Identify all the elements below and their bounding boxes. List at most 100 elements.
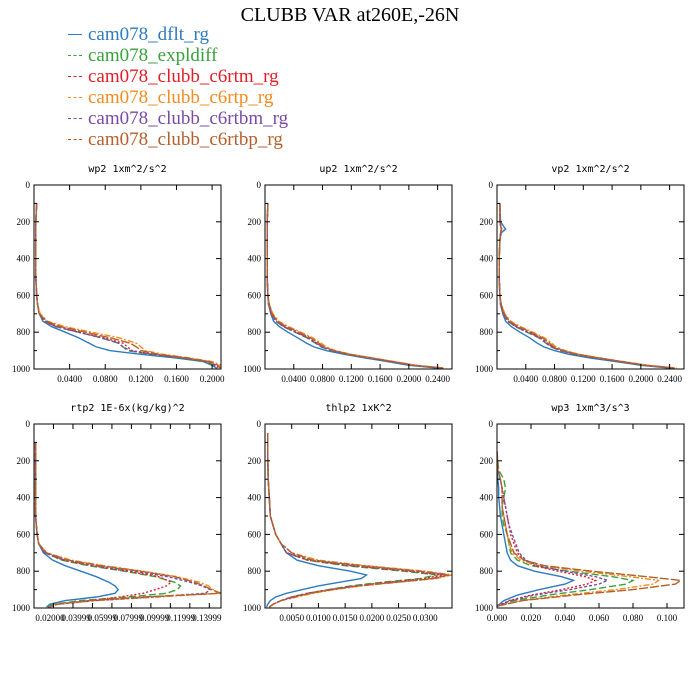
- series-line: [497, 451, 661, 607]
- legend-label: cam078_dflt_rg: [88, 24, 210, 45]
- y-tick-label: 0: [489, 419, 494, 429]
- series-line: [267, 433, 450, 608]
- legend-item: cam078_clubb_c6rtbp_rg: [68, 129, 288, 150]
- x-tick-label: 0.05999: [88, 613, 118, 623]
- chart-panel: wp2 1xm^2/s^2 0 200 400 600 800 1000 0.0400 0.08…: [12, 164, 225, 384]
- series-line: [498, 203, 677, 369]
- series-line: [498, 203, 674, 369]
- x-tick-label: 0.11999: [166, 613, 195, 623]
- y-tick-label: 400: [248, 254, 262, 264]
- x-tick-label: 0.1200: [339, 374, 364, 384]
- series-line: [266, 203, 438, 369]
- panel-title: wp3 1xm^3/s^3: [551, 403, 629, 414]
- y-tick-label: 400: [17, 254, 31, 264]
- series-line: [34, 442, 212, 608]
- panel-title: up2 1xm^2/s^2: [319, 164, 397, 175]
- legend: cam078_dflt_rg cam078_expldiff cam078_cl…: [68, 24, 288, 150]
- series-line: [266, 203, 445, 369]
- series-line: [265, 433, 369, 608]
- x-tick-label: 0.0400: [513, 374, 538, 384]
- y-tick-label: 400: [248, 493, 262, 503]
- legend-item: cam078_clubb_c6rtp_rg: [68, 87, 288, 108]
- plot-frame: [33, 423, 222, 609]
- series-line: [266, 203, 444, 369]
- x-tick-label: 0.0400: [281, 374, 306, 384]
- series-group: [497, 451, 683, 607]
- series-group: [266, 203, 445, 369]
- x-tick-label: 0.0150: [333, 613, 358, 623]
- y-tick-label: 600: [248, 290, 262, 300]
- legend-swatch: [68, 118, 82, 120]
- series-group: [498, 203, 677, 369]
- panel-title: rtp2 1E-6x(kg/kg)^2: [70, 403, 184, 414]
- x-tick-label: 0.09999: [140, 613, 170, 623]
- series-group: [34, 442, 221, 608]
- x-tick-label: 0.080: [623, 613, 644, 623]
- y-tick-label: 800: [17, 327, 31, 337]
- series-line: [35, 203, 220, 369]
- series-line: [34, 442, 221, 608]
- series-line: [497, 451, 636, 607]
- series-line: [34, 442, 173, 608]
- x-tick-label: 0.03999: [62, 613, 92, 623]
- y-tick-label: 1000: [243, 603, 262, 613]
- x-tick-label: 0.0100: [306, 613, 331, 623]
- series-line: [497, 451, 598, 607]
- x-tick-label: 0.2400: [425, 374, 450, 384]
- series-line: [266, 203, 442, 369]
- legend-label: cam078_clubb_c6rtbp_rg: [88, 129, 283, 150]
- x-tick-label: 0.0250: [386, 613, 411, 623]
- chart-panel: up2 1xm^2/s^2 0 200 400 600 800 1000 0.0400 0.08…: [243, 164, 453, 384]
- x-tick-label: 0.0800: [542, 374, 567, 384]
- y-tick-label: 200: [480, 217, 494, 227]
- y-tick-label: 1000: [12, 364, 31, 374]
- page-title: CLUBB VAR at260E,-26N: [240, 4, 460, 26]
- y-tick-label: 400: [480, 493, 494, 503]
- x-tick-label: 0.0200: [359, 613, 384, 623]
- x-tick-label: 0.040: [555, 613, 576, 623]
- legend-label: cam078_expldiff: [88, 45, 218, 66]
- legend-label: cam078_clubb_c6rtp_rg: [88, 87, 274, 108]
- panel-title: vp2 1xm^2/s^2: [551, 164, 629, 175]
- x-tick-label: 0.1200: [128, 374, 153, 384]
- legend-swatch: [68, 139, 82, 141]
- y-tick-label: 200: [248, 456, 262, 466]
- x-tick-label: 0.020: [521, 613, 542, 623]
- x-tick-label: 0.100: [657, 613, 678, 623]
- x-tick-label: 0.1600: [164, 374, 189, 384]
- series-group: [35, 203, 221, 369]
- series-line: [497, 451, 576, 607]
- x-tick-label: 0.2400: [657, 374, 682, 384]
- series-line: [35, 203, 217, 369]
- x-tick-label: 0.2000: [200, 374, 225, 384]
- y-tick-label: 600: [248, 529, 262, 539]
- series-line: [35, 203, 218, 369]
- y-tick-label: 1000: [475, 603, 494, 613]
- legend-swatch: [68, 97, 82, 99]
- x-tick-label: 0.02000: [35, 613, 65, 623]
- x-tick-label: 0.0800: [310, 374, 335, 384]
- legend-item: cam078_clubb_c6rtbm_rg: [68, 108, 288, 129]
- series-line: [498, 203, 676, 369]
- x-tick-label: 0.0800: [93, 374, 118, 384]
- y-tick-label: 1000: [12, 603, 31, 613]
- x-tick-label: 0.1200: [571, 374, 596, 384]
- plot-frame: [264, 184, 453, 370]
- series-line: [34, 442, 120, 608]
- y-tick-label: 200: [17, 217, 31, 227]
- x-tick-label: 0.0400: [57, 374, 82, 384]
- y-tick-label: 0: [257, 419, 262, 429]
- series-line: [267, 433, 447, 608]
- chart-panel: vp2 1xm^2/s^2 0 200 400 600 800 1000 0.0400 0.08…: [475, 164, 685, 384]
- series-line: [266, 203, 442, 369]
- series-line: [35, 203, 221, 369]
- legend-item: cam078_dflt_rg: [68, 24, 288, 45]
- y-tick-label: 600: [17, 529, 31, 539]
- legend-swatch: [68, 55, 82, 57]
- legend-swatch: [68, 34, 82, 36]
- y-tick-label: 400: [17, 493, 31, 503]
- x-tick-label: 0.0300: [413, 613, 438, 623]
- y-tick-label: 1000: [475, 364, 494, 374]
- series-line: [498, 203, 674, 369]
